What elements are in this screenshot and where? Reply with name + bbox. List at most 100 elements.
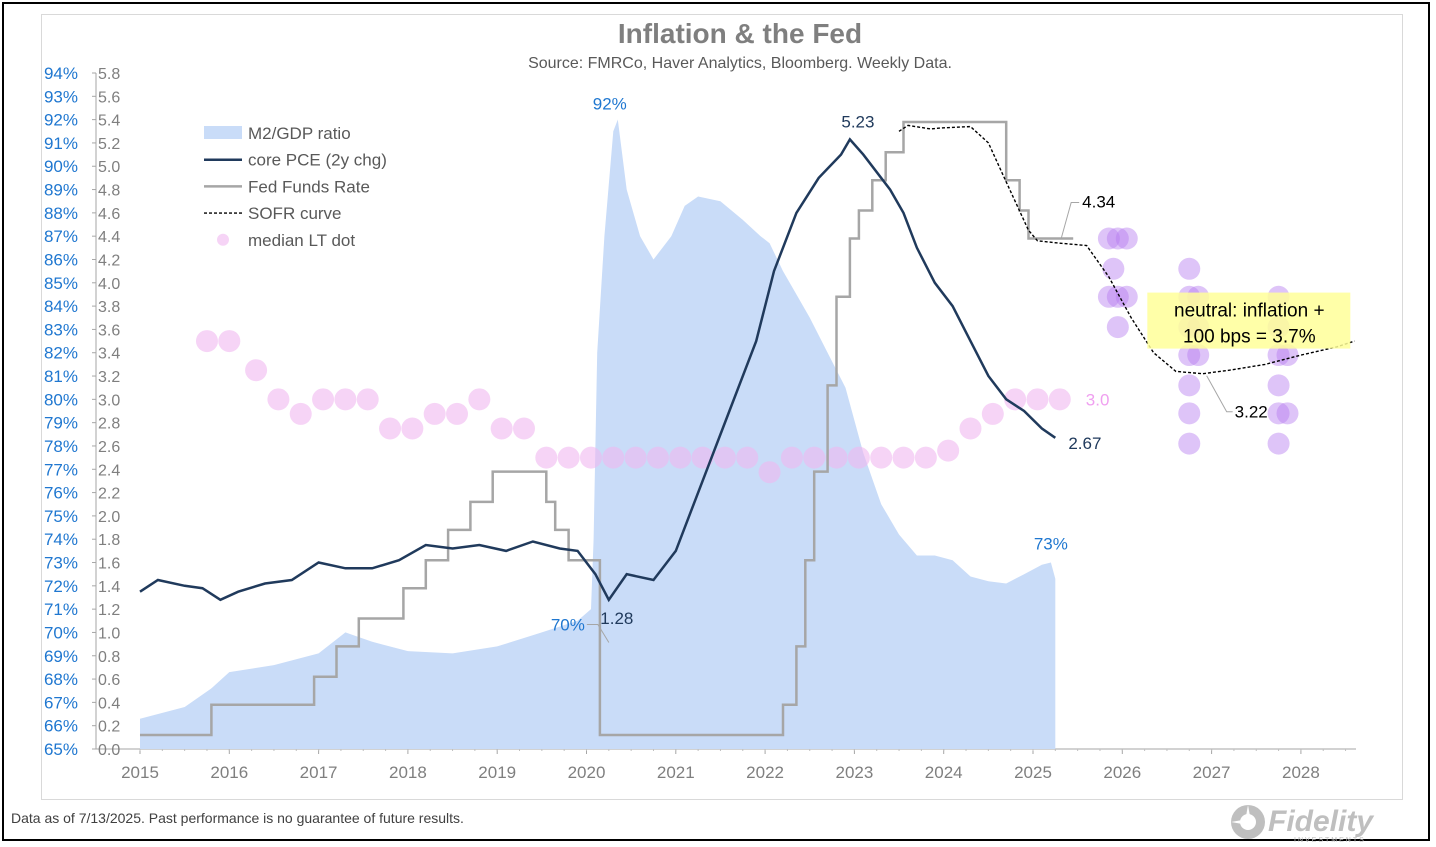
left-axis-tick-label: 69% [44,647,78,666]
left-axis-tick-label: 90% [44,157,78,176]
left-axis-tick-label: 72% [44,577,78,596]
x-axis-tick-label: 2020 [568,763,606,782]
median-lt-dot [937,439,960,462]
left-axis-tick-label: 91% [44,134,78,153]
annotation-text: neutral: inflation + [1174,301,1325,322]
right-axis-tick-label: 3.0 [98,392,120,409]
left-axis-tick-label: 88% [44,204,78,223]
callout-label: 73% [1034,535,1068,554]
right-axis-tick-label: 0.4 [98,695,120,712]
series-area-m2-gdp [140,119,1056,750]
median-lt-dot [825,446,848,469]
x-axis-tick-label: 2027 [1193,763,1231,782]
fomc-dot [1102,257,1125,280]
left-axis-tick-label: 71% [44,600,78,619]
left-axis-tick-label: 65% [44,740,78,759]
right-axis-tick-label: 5.2 [98,136,120,153]
callout-label: 3.22 [1235,403,1268,422]
callout-label: 92% [593,95,627,114]
left-axis-tick-label: 86% [44,250,78,269]
logo-emblem-icon [1231,805,1265,839]
left-axis-tick-label: 82% [44,344,78,363]
right-axis-tick-label: 1.0 [98,625,120,642]
fomc-dot [1106,285,1129,308]
fomc-dot [1106,316,1129,339]
legend-swatch-dot [217,233,229,246]
footer-disclaimer: Data as of 7/13/2025. Past performance i… [11,810,464,826]
fidelity-logo: Fidelity INVESTMENTS [1231,805,1374,844]
x-axis-tick-label: 2017 [300,763,338,782]
x-axis-tick-label: 2023 [835,763,873,782]
x-axis-tick-label: 2022 [746,763,784,782]
fomc-dot [1267,344,1290,367]
right-axis-tick-label: 1.6 [98,556,120,573]
fomc-dot [1267,402,1290,425]
right-axis-tick-label: 1.4 [98,579,120,596]
fomc-dot [1115,285,1138,308]
left-axis-tick-label: 66% [44,717,78,736]
legend-label: core PCE (2y chg) [248,151,387,170]
left-axis-tick-label: 89% [44,181,78,200]
right-axis-tick-label: 3.8 [98,299,120,316]
fomc-dot [1178,432,1201,455]
left-axis-tick-label: 77% [44,460,78,479]
right-axis-tick-label: 2.8 [98,416,120,433]
median-lt-dot [267,388,290,411]
callout-label: 70% [551,615,585,634]
x-axis-tick-label: 2019 [478,763,516,782]
median-lt-dot [914,446,937,469]
median-lt-dot [624,446,647,469]
left-axis-tick-label: 73% [44,554,78,573]
median-lt-dot [356,388,379,411]
legend: M2/GDP ratio core PCE (2y chg) Fed Funds R… [204,124,387,250]
median-lt-dot [803,446,826,469]
callout-label: 1.28 [600,609,633,628]
median-lt-dot [245,359,268,382]
left-axis-tick-label: 75% [44,507,78,526]
median-lt-dot [490,417,513,440]
fomc-dot [1178,344,1201,367]
left-axis-tick-label: 87% [44,227,78,246]
logo-wordmark: Fidelity [1268,805,1374,838]
left-axis-tick-label: 76% [44,484,78,503]
median-lt-dot [289,402,312,425]
left-axis-tick-label: 68% [44,670,78,689]
fomc-dot [1276,402,1299,425]
fomc-dot [1115,227,1138,250]
legend-label: M2/GDP ratio [248,124,351,143]
right-axis-tick-label: 2.2 [98,486,120,503]
right-axis-tick-label: 0.2 [98,719,120,736]
median-lt-dot [579,446,602,469]
fomc-dot [1178,402,1201,425]
fomc-dot [1178,374,1201,397]
median-lt-dot [981,402,1004,425]
x-axis-tick-label: 2025 [1014,763,1052,782]
right-axis-tick-label: 4.2 [98,252,120,269]
median-lt-dot [468,388,491,411]
right-axis-tick-label: 2.6 [98,439,120,456]
left-axis-tick-label: 83% [44,320,78,339]
legend-swatch-area [204,126,242,139]
fomc-dot [1097,285,1120,308]
median-lt-dot [218,330,241,353]
callout-label: 4.34 [1082,193,1115,212]
callout-leader [1060,202,1080,239]
x-axis-tick-label: 2021 [657,763,695,782]
right-axis-tick-label: 5.6 [98,89,120,106]
median-lt-dot [870,446,893,469]
left-axis-tick-label: 70% [44,623,78,642]
left-axis-tick-label: 74% [44,530,78,549]
right-axis-tick-label: 4.4 [98,229,120,246]
left-axis-tick-label: 79% [44,414,78,433]
left-axis-tick-label: 92% [44,111,78,130]
median-lt-dot [736,446,759,469]
right-axis-tick-label: 0.8 [98,649,120,666]
right-axis-tick-label: 4.8 [98,183,120,200]
median-lt-dot [535,446,558,469]
legend-label: SOFR curve [248,204,342,223]
callout-label: 3.0 [1086,390,1110,409]
right-axis-tick-label: 5.4 [98,113,120,130]
median-lt-dot [602,446,625,469]
logo-subtitle: INVESTMENTS [1294,837,1366,844]
median-lt-dot [713,446,736,469]
